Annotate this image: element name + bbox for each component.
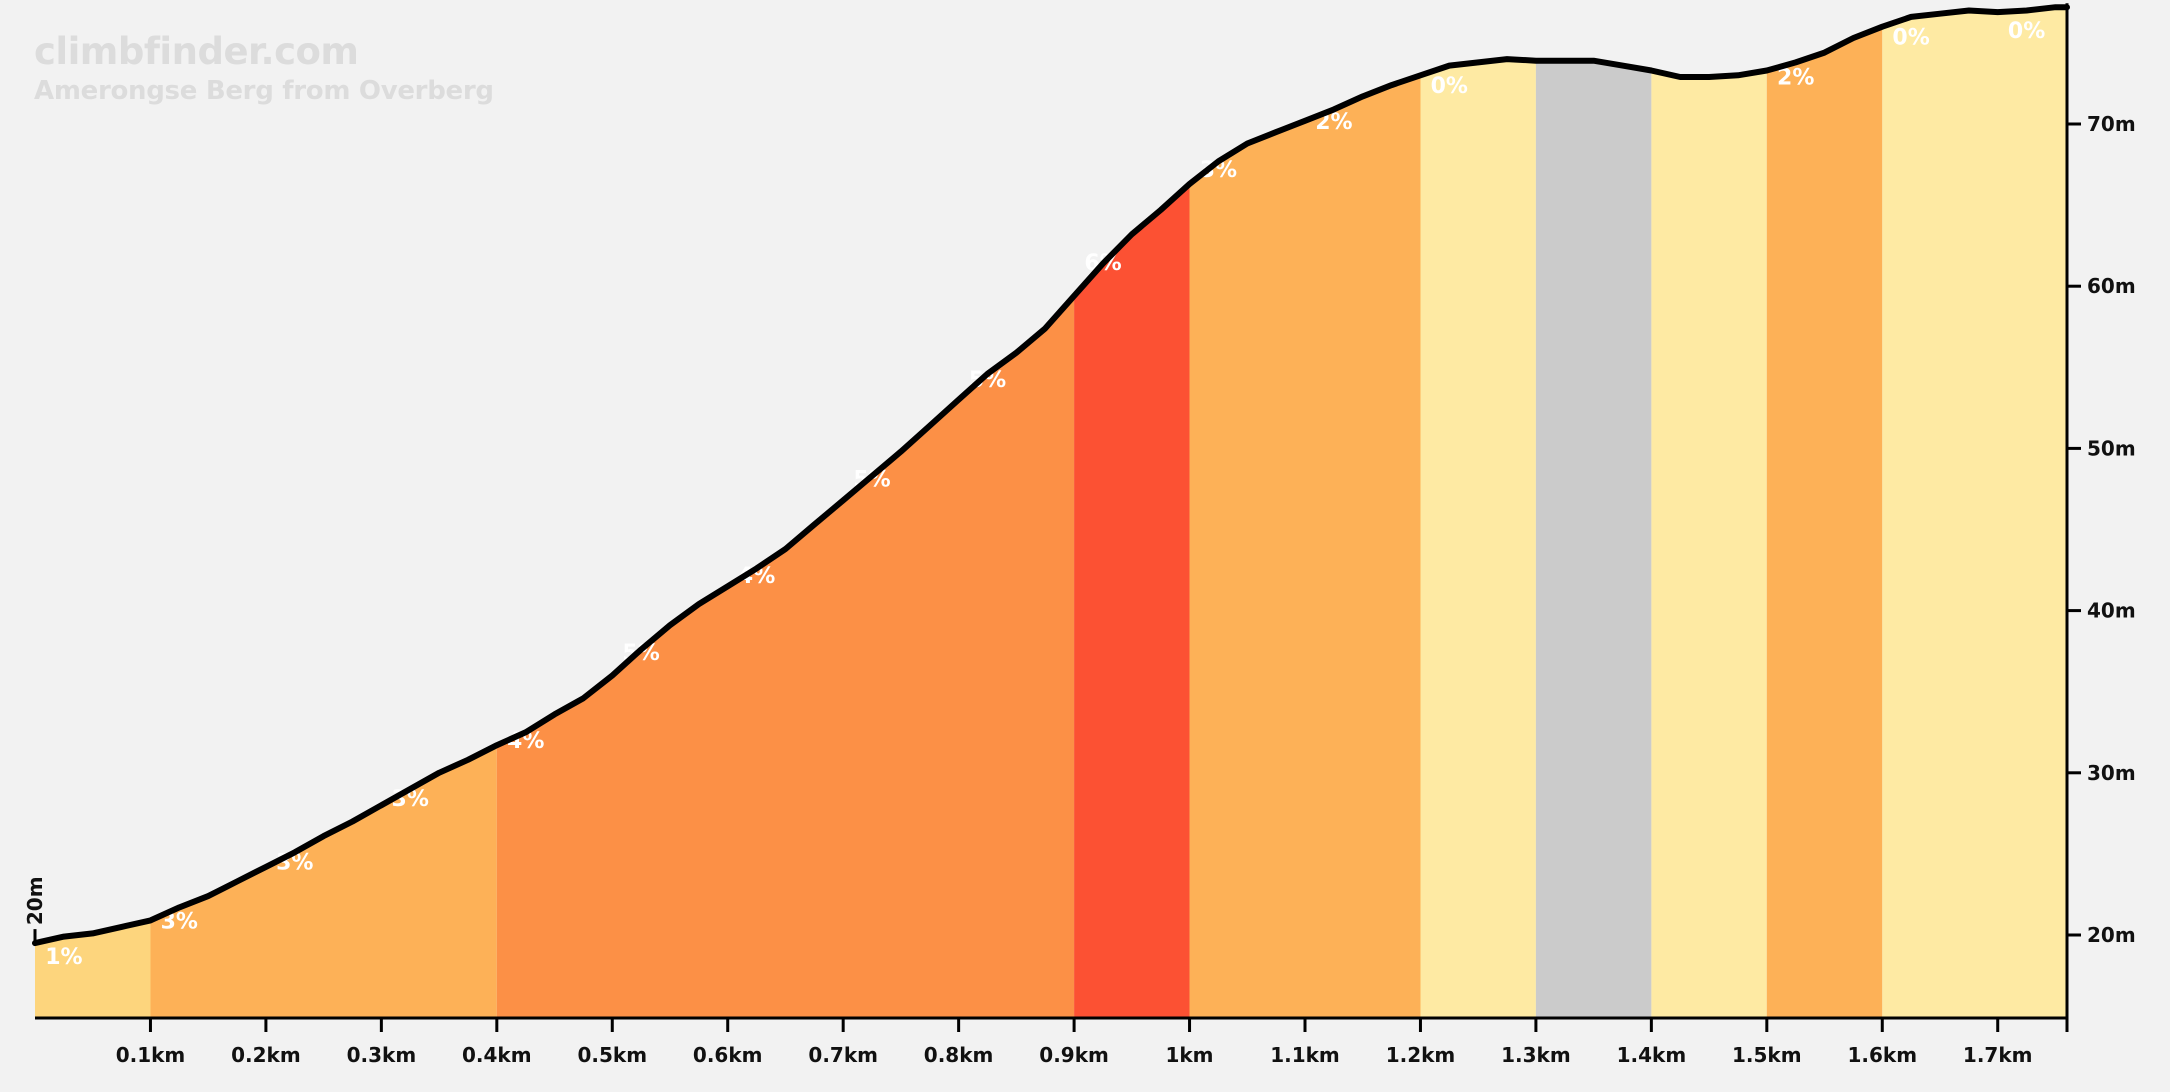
y-tick-label: 40m <box>2087 599 2136 623</box>
x-tick-label: 0.8km <box>924 1043 994 1067</box>
x-tick-label: 1.5km <box>1732 1043 1802 1067</box>
grade-label: 1% <box>45 945 82 970</box>
x-tick-label: 0.9km <box>1039 1043 1109 1067</box>
x-tick-label: 0.1km <box>116 1043 186 1067</box>
chart-subtitle: Amerongse Berg from Overberg <box>34 76 494 106</box>
y-tick-label: 30m <box>2087 761 2136 785</box>
gradient-segment-7 <box>1651 70 1767 1018</box>
gradient-segment-8 <box>1766 26 1883 1018</box>
x-tick-label: 1.7km <box>1963 1043 2033 1067</box>
x-tick-label: 1.4km <box>1617 1043 1687 1067</box>
grade-label: 0% <box>1431 74 1468 99</box>
x-tick-label: 1.3km <box>1501 1043 1571 1067</box>
x-tick-label: 1.2km <box>1386 1043 1456 1067</box>
gradient-segment-1 <box>150 745 497 1018</box>
x-tick-label: 0.3km <box>347 1043 417 1067</box>
x-tick-label: 1.6km <box>1848 1043 1918 1067</box>
gradient-segment-2 <box>496 295 1075 1018</box>
x-tick-label: 1.1km <box>1270 1043 1340 1067</box>
gradient-segment-9 <box>1882 7 2067 1018</box>
y-tick-label: 70m <box>2087 112 2136 136</box>
x-tick-label: 0.6km <box>693 1043 763 1067</box>
x-tick-label: 0.2km <box>231 1043 301 1067</box>
gradient-segment-5 <box>1420 59 1536 1019</box>
elevation-profile-line <box>32 4 2070 947</box>
grade-label: 0% <box>1892 25 1929 50</box>
gradient-segments <box>35 7 2067 1019</box>
y-tick-label: 60m <box>2087 274 2136 298</box>
profile-line-group <box>32 4 2070 947</box>
x-tick-label: 0.5km <box>578 1043 648 1067</box>
grade-label: 2% <box>1777 66 1814 91</box>
gradient-segment-0 <box>35 920 151 1018</box>
x-tick-label: 0.4km <box>462 1043 532 1067</box>
gradient-segment-4 <box>1189 75 1421 1019</box>
brand-watermark: climbfinder.com <box>34 30 359 73</box>
x-tick-label: 1km <box>1165 1043 1213 1067</box>
gradient-segment-3 <box>1074 184 1190 1018</box>
start-elevation-label: 20m <box>23 876 47 925</box>
x-tick-label: 0.7km <box>808 1043 878 1067</box>
axes: 0.1km 0.2km 0.3km 0.4km 0.5km 0.6km 0.7km 0.8km… <box>23 3 2136 1067</box>
y-tick-label: 20m <box>2087 923 2136 947</box>
grade-label: 0% <box>2008 19 2045 44</box>
gradient-segment-6 <box>1535 60 1652 1018</box>
y-tick-label: 50m <box>2087 436 2136 460</box>
